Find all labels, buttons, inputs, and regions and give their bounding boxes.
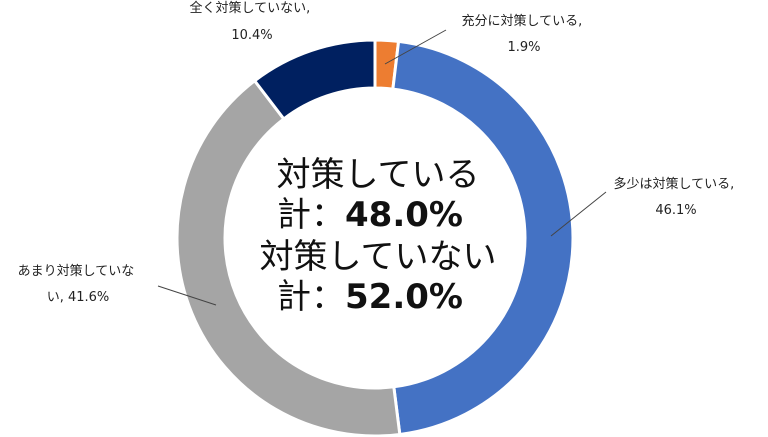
slice-label-fully-value: 1.9% bbox=[507, 40, 540, 55]
donut-slice-none bbox=[252, 38, 377, 122]
center-total-value-1: 48.0% bbox=[345, 195, 463, 235]
leader-line-somewhat bbox=[550, 191, 607, 237]
slice-label-none-name: 全く対策していない, bbox=[190, 0, 311, 16]
slice-label-notmuch-value: い, 41.6% bbox=[47, 290, 110, 305]
donut-slice-notmuch bbox=[175, 78, 402, 437]
slice-label-notmuch-name: あまり対策していな bbox=[18, 263, 135, 279]
center-total-value-2: 52.0% bbox=[345, 277, 463, 317]
center-total-prefix-2: 計： bbox=[277, 277, 345, 317]
center-text-line3: 対策していない bbox=[260, 237, 497, 277]
donut-slices bbox=[175, 38, 575, 437]
slice-label-fully-name: 充分に対策している, bbox=[462, 13, 583, 29]
center-text-line2: 計：48.0% bbox=[277, 195, 463, 235]
leader-line-fully bbox=[384, 29, 447, 65]
leader-line-notmuch bbox=[157, 285, 217, 306]
donut-slice-somewhat bbox=[391, 39, 575, 437]
center-total-prefix-1: 計： bbox=[277, 195, 345, 235]
slice-label-somewhat-name: 多少は対策している, bbox=[614, 176, 735, 192]
slice-label-none: 全く対策していない, 10.4% bbox=[190, 0, 315, 43]
slice-label-notmuch: あまり対策していな い, 41.6% bbox=[18, 263, 139, 305]
leader-lines bbox=[157, 29, 607, 306]
slice-label-somewhat-value: 46.1% bbox=[655, 203, 696, 218]
slice-label-somewhat: 多少は対策している, 46.1% bbox=[614, 176, 739, 218]
slice-label-fully: 充分に対策している, 1.9% bbox=[462, 13, 587, 55]
center-text-line1: 対策している bbox=[277, 155, 480, 195]
center-text-line4: 計：52.0% bbox=[277, 277, 463, 317]
slice-label-none-value: 10.4% bbox=[231, 28, 272, 43]
